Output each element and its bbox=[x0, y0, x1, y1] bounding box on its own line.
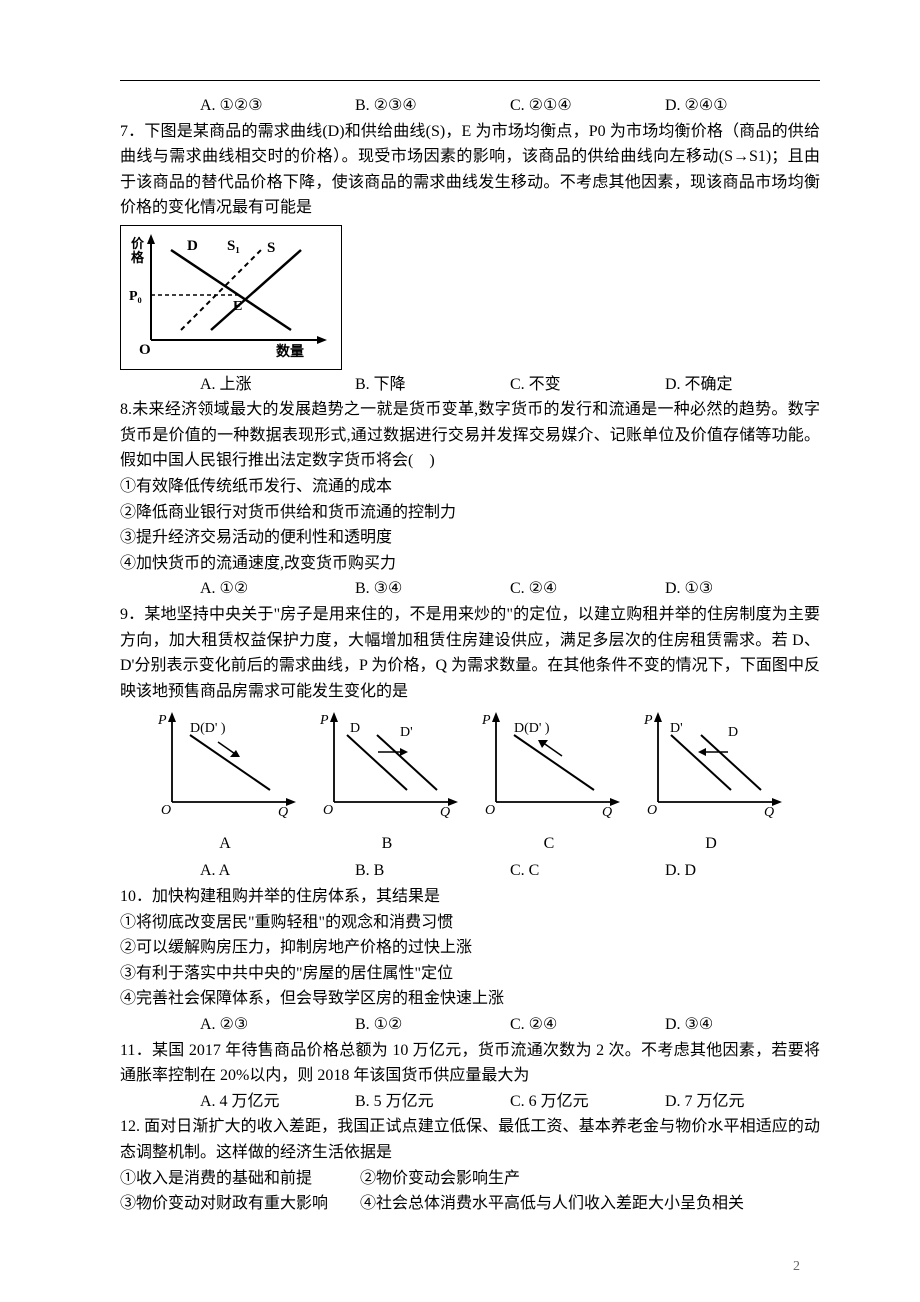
svg-text:Q: Q bbox=[440, 805, 450, 820]
q6-opt-d: D. ②④① bbox=[665, 93, 820, 119]
q10-options: A. ②③ B. ①② C. ②④ D. ③④ bbox=[120, 1012, 820, 1038]
q7-O: O bbox=[139, 342, 151, 358]
q8-opt-a: A. ①② bbox=[200, 576, 355, 602]
q7-D: D bbox=[187, 238, 198, 254]
q11-text: 11．某国 2017 年待售商品价格总额为 10 万亿元，货币流通次数为 2 次… bbox=[120, 1038, 820, 1089]
q10-l3: ③有利于落实中共中央的"房屋的居住属性"定位 bbox=[120, 961, 820, 987]
q9-panels: P D(D' ) O Q A P bbox=[150, 710, 820, 856]
q6-opt-c: C. ②①④ bbox=[510, 93, 665, 119]
q10-opt-a: A. ②③ bbox=[200, 1012, 355, 1038]
q7-ylab: 价 bbox=[131, 236, 145, 251]
svg-text:P: P bbox=[157, 713, 167, 728]
svg-text:D': D' bbox=[670, 721, 683, 736]
q8-text: 8.未来经济领域最大的发展趋势之一就是货币变革,数字货币的发行和流通是一种必然的… bbox=[120, 397, 820, 474]
svg-text:P: P bbox=[481, 713, 491, 728]
q7-opt-b: B. 下降 bbox=[355, 372, 510, 398]
q8-opt-b: B. ③④ bbox=[355, 576, 510, 602]
q7-P0: P₀ bbox=[129, 289, 142, 304]
q12-l1b: ②物价变动会影响生产 bbox=[360, 1166, 520, 1192]
q9-panel-b-label: B bbox=[312, 831, 462, 857]
q10-l4: ④完善社会保障体系，但会导致学区房的租金快速上涨 bbox=[120, 986, 820, 1012]
q11-opt-b: B. 5 万亿元 bbox=[355, 1089, 510, 1115]
q9-panel-c: P D(D' ) O Q C bbox=[474, 710, 624, 856]
q7-opt-d: D. 不确定 bbox=[665, 372, 820, 398]
q9-panel-b: P D D' O Q B bbox=[312, 710, 462, 856]
q6-opt-b: B. ②③④ bbox=[355, 93, 510, 119]
q11-opt-a: A. 4 万亿元 bbox=[200, 1089, 355, 1115]
q6-options: A. ①②③ B. ②③④ C. ②①④ D. ②④① bbox=[120, 93, 820, 119]
svg-text:O: O bbox=[323, 803, 333, 818]
q7-text: 7．下图是某商品的需求曲线(D)和供给曲线(S)，E 为市场均衡点，P0 为市场… bbox=[120, 119, 820, 221]
svg-text:O: O bbox=[161, 803, 171, 818]
q7-S: S bbox=[267, 240, 275, 256]
q7-E: E bbox=[233, 299, 242, 314]
q10-text: 10．加快构建租购并举的住房体系，其结果是 bbox=[120, 884, 820, 910]
svg-text:Q: Q bbox=[764, 805, 774, 820]
q9-text: 9．某地坚持中央关于"房子是用来住的，不是用来炒的"的定位，以建立购租并举的住房… bbox=[120, 602, 820, 704]
svg-text:Q: Q bbox=[602, 805, 612, 820]
q10-l2: ②可以缓解购房压力，抑制房地产价格的过快上涨 bbox=[120, 935, 820, 961]
q12-text: 12. 面对日渐扩大的收入差距，我国正试点建立低保、最低工资、基本养老金与物价水… bbox=[120, 1114, 820, 1165]
q9-opt-a: A. A bbox=[200, 858, 355, 884]
q9-panel-a-label: A bbox=[150, 831, 300, 857]
svg-text:D: D bbox=[350, 721, 360, 736]
q10-opt-c: C. ②④ bbox=[510, 1012, 665, 1038]
q7-opt-c: C. 不变 bbox=[510, 372, 665, 398]
q9-panel-a: P D(D' ) O Q A bbox=[150, 710, 300, 856]
q9-opt-b: B. B bbox=[355, 858, 510, 884]
q10-opt-b: B. ①② bbox=[355, 1012, 510, 1038]
q7-opt-a: A. 上涨 bbox=[200, 372, 355, 398]
svg-text:D': D' bbox=[400, 725, 413, 740]
svg-text:P: P bbox=[319, 713, 329, 728]
q8-options: A. ①② B. ③④ C. ②④ D. ①③ bbox=[120, 576, 820, 602]
svg-text:D(D' ): D(D' ) bbox=[514, 721, 550, 736]
page-number: 2 bbox=[793, 1256, 800, 1278]
q8-opt-d: D. ①③ bbox=[665, 576, 820, 602]
q12-l2b: ④社会总体消费水平高低与人们收入差距大小呈负相关 bbox=[360, 1191, 744, 1217]
q12-l2a: ③物价变动对财政有重大影响 bbox=[120, 1191, 360, 1217]
q8-l1: ①有效降低传统纸币发行、流通的成本 bbox=[120, 474, 820, 500]
q7-options: A. 上涨 B. 下降 C. 不变 D. 不确定 bbox=[120, 372, 820, 398]
q9-panel-d: P D' D O Q D bbox=[636, 710, 786, 856]
q8-l3: ③提升经济交易活动的便利性和透明度 bbox=[120, 525, 820, 551]
q9-options: A. A B. B C. C D. D bbox=[120, 858, 820, 884]
q9-panel-d-label: D bbox=[636, 831, 786, 857]
q9-opt-c: C. C bbox=[510, 858, 665, 884]
svg-text:P: P bbox=[643, 713, 653, 728]
q10-opt-d: D. ③④ bbox=[665, 1012, 820, 1038]
svg-text:D(D' ): D(D' ) bbox=[190, 721, 226, 736]
svg-text:O: O bbox=[485, 803, 495, 818]
q7-chart: 价 格 D S₁ S P₀ E O 数量 bbox=[120, 225, 342, 370]
top-rule bbox=[120, 80, 820, 81]
q8-l2: ②降低商业银行对货币供给和货币流通的控制力 bbox=[120, 500, 820, 526]
q11-opt-d: D. 7 万亿元 bbox=[665, 1089, 820, 1115]
q11-options: A. 4 万亿元 B. 5 万亿元 C. 6 万亿元 D. 7 万亿元 bbox=[120, 1089, 820, 1115]
svg-text:O: O bbox=[647, 803, 657, 818]
svg-text:格: 格 bbox=[131, 250, 145, 265]
svg-text:Q: Q bbox=[278, 805, 288, 820]
q8-l4: ④加快货币的流通速度,改变货币购买力 bbox=[120, 551, 820, 577]
q7-xlab: 数量 bbox=[276, 343, 304, 360]
q10-l1: ①将彻底改变居民"重购轻租"的观念和消费习惯 bbox=[120, 910, 820, 936]
q6-opt-a: A. ①②③ bbox=[200, 93, 355, 119]
q8-opt-c: C. ②④ bbox=[510, 576, 665, 602]
q9-panel-c-label: C bbox=[474, 831, 624, 857]
q11-opt-c: C. 6 万亿元 bbox=[510, 1089, 665, 1115]
q7-S1: S₁ bbox=[227, 238, 240, 254]
q9-opt-d: D. D bbox=[665, 858, 820, 884]
q12-l1a: ①收入是消费的基础和前提 bbox=[120, 1166, 360, 1192]
svg-text:D: D bbox=[728, 725, 738, 740]
